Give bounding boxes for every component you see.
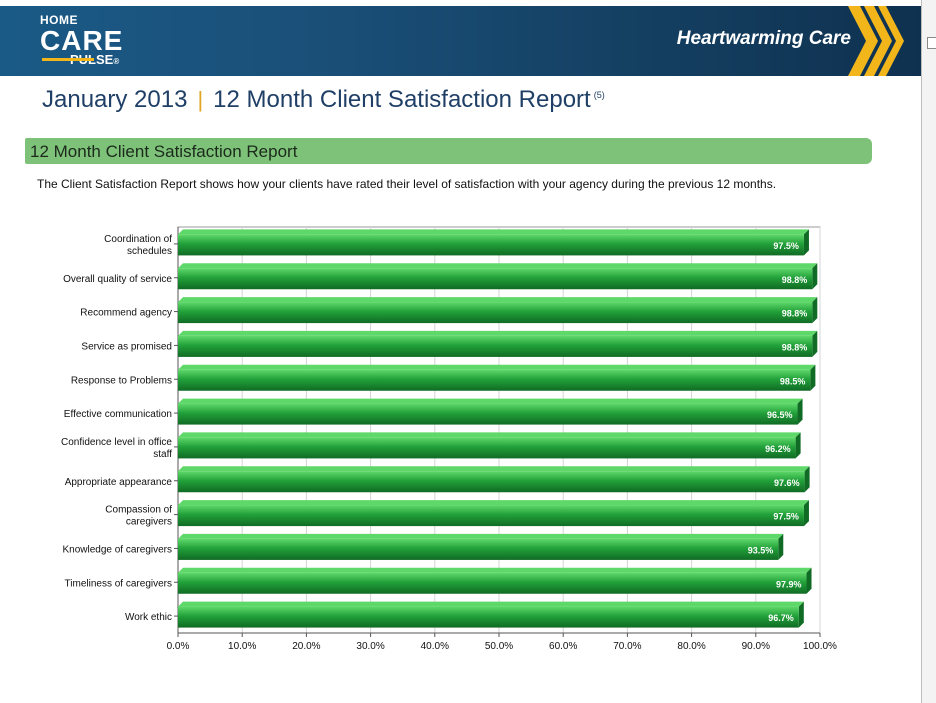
category-label: Confidence level in office bbox=[61, 437, 172, 448]
bar-top bbox=[178, 432, 801, 438]
logo-home-text: HOME bbox=[40, 13, 78, 27]
category-label: Service as promised bbox=[81, 341, 172, 352]
bar-side bbox=[812, 330, 818, 357]
category-label: Appropriate appearance bbox=[65, 477, 173, 488]
logo-registered-mark: ® bbox=[113, 57, 120, 66]
bar-top bbox=[178, 330, 818, 336]
bar-top bbox=[178, 567, 812, 573]
header-tagline: Heartwarming Care bbox=[676, 28, 851, 49]
category-label: Knowledge of caregivers bbox=[62, 544, 172, 555]
category-label: schedules bbox=[127, 246, 172, 257]
bar-side bbox=[795, 432, 801, 459]
report-title-text: 12 Month Client Satisfaction Report bbox=[213, 86, 591, 113]
bar bbox=[178, 572, 807, 594]
category-label: staff bbox=[153, 449, 172, 460]
bar-side bbox=[803, 500, 809, 527]
chevron-arrows-icon bbox=[848, 6, 904, 76]
category-label: Work ethic bbox=[125, 612, 172, 623]
x-tick-label: 20.0% bbox=[292, 641, 320, 652]
bar bbox=[178, 335, 813, 357]
bar-top bbox=[178, 263, 818, 269]
bar-value-label: 97.5% bbox=[773, 241, 799, 251]
category-label: Recommend agency bbox=[80, 308, 172, 319]
category-label: Effective communication bbox=[64, 409, 172, 420]
x-tick-label: 80.0% bbox=[677, 641, 705, 652]
bar-side bbox=[797, 398, 803, 425]
bar-side bbox=[804, 466, 810, 493]
bar-top bbox=[178, 398, 803, 404]
bar bbox=[178, 234, 804, 256]
bar bbox=[178, 505, 804, 527]
x-tick-label: 0.0% bbox=[167, 641, 190, 652]
header-banner: HOME CARE PULSE® Heartwarming Care bbox=[0, 6, 921, 76]
bar-top bbox=[178, 364, 816, 370]
bar-side bbox=[803, 229, 809, 256]
bar-side bbox=[810, 364, 816, 391]
bar-top bbox=[178, 500, 809, 506]
title-separator: | bbox=[197, 87, 204, 112]
category-label: Compassion of bbox=[105, 505, 172, 516]
x-tick-label: 100.0% bbox=[803, 641, 837, 652]
x-tick-label: 10.0% bbox=[228, 641, 256, 652]
x-tick-label: 40.0% bbox=[421, 641, 449, 652]
bar-top bbox=[178, 466, 810, 472]
bar bbox=[178, 437, 796, 459]
bar bbox=[178, 606, 799, 628]
bar bbox=[178, 302, 813, 324]
bar-value-label: 93.5% bbox=[748, 545, 774, 555]
bar-top bbox=[178, 601, 804, 607]
logo-care-text: CARE bbox=[40, 25, 124, 56]
bar-side bbox=[812, 263, 818, 290]
scrollbar-thumb[interactable] bbox=[927, 37, 936, 49]
category-label: Coordination of bbox=[104, 234, 172, 245]
bar-value-label: 97.6% bbox=[774, 478, 800, 488]
bar-value-label: 97.9% bbox=[776, 579, 802, 589]
section-heading: 12 Month Client Satisfaction Report bbox=[30, 142, 298, 161]
category-label: Response to Problems bbox=[71, 375, 172, 386]
bar-value-label: 98.8% bbox=[782, 309, 808, 319]
bar-value-label: 96.7% bbox=[768, 613, 794, 623]
satisfaction-bar-chart: 0.0% 10.0% 20.0% 30.0% 40.0% 50.0% 60.0% 70.0% 8… bbox=[61, 226, 837, 652]
report-month: January 2013 bbox=[42, 86, 188, 113]
bar-value-label: 98.8% bbox=[782, 342, 808, 352]
report-superscript: (5) bbox=[593, 90, 605, 100]
bar-value-label: 96.5% bbox=[767, 410, 793, 420]
home-care-pulse-logo: HOME CARE PULSE® bbox=[40, 14, 123, 66]
x-tick-label: 30.0% bbox=[356, 641, 384, 652]
bar bbox=[178, 538, 779, 560]
section-description: The Client Satisfaction Report shows how… bbox=[37, 177, 777, 191]
bar-value-label: 96.2% bbox=[765, 444, 791, 454]
x-tick-label: 60.0% bbox=[549, 641, 577, 652]
report-title: January 2013 | 12 Month Client Satisfactio… bbox=[42, 86, 605, 114]
bar-top bbox=[178, 297, 818, 303]
bar-side bbox=[812, 297, 818, 324]
logo-pulse-line bbox=[42, 58, 94, 61]
bar-top bbox=[178, 229, 809, 235]
scrollbar-gutter[interactable] bbox=[922, 0, 936, 703]
section-heading-bar: 12 Month Client Satisfaction Report bbox=[25, 138, 872, 164]
bar-value-label: 98.8% bbox=[782, 275, 808, 285]
bar-side bbox=[778, 533, 784, 560]
category-label: Overall quality of service bbox=[63, 274, 172, 285]
x-tick-label: 50.0% bbox=[485, 641, 513, 652]
bar-value-label: 98.5% bbox=[780, 376, 806, 386]
category-label: caregivers bbox=[126, 517, 172, 528]
bar-side bbox=[798, 601, 804, 628]
category-label: Timeliness of caregivers bbox=[65, 578, 172, 589]
x-tick-label: 90.0% bbox=[742, 641, 770, 652]
bar bbox=[178, 369, 811, 391]
bar bbox=[178, 471, 805, 493]
bar-top bbox=[178, 533, 784, 539]
bar bbox=[178, 268, 813, 290]
bar-side bbox=[806, 567, 812, 594]
x-tick-label: 70.0% bbox=[613, 641, 641, 652]
bar-value-label: 97.5% bbox=[773, 512, 799, 522]
bar bbox=[178, 403, 798, 425]
